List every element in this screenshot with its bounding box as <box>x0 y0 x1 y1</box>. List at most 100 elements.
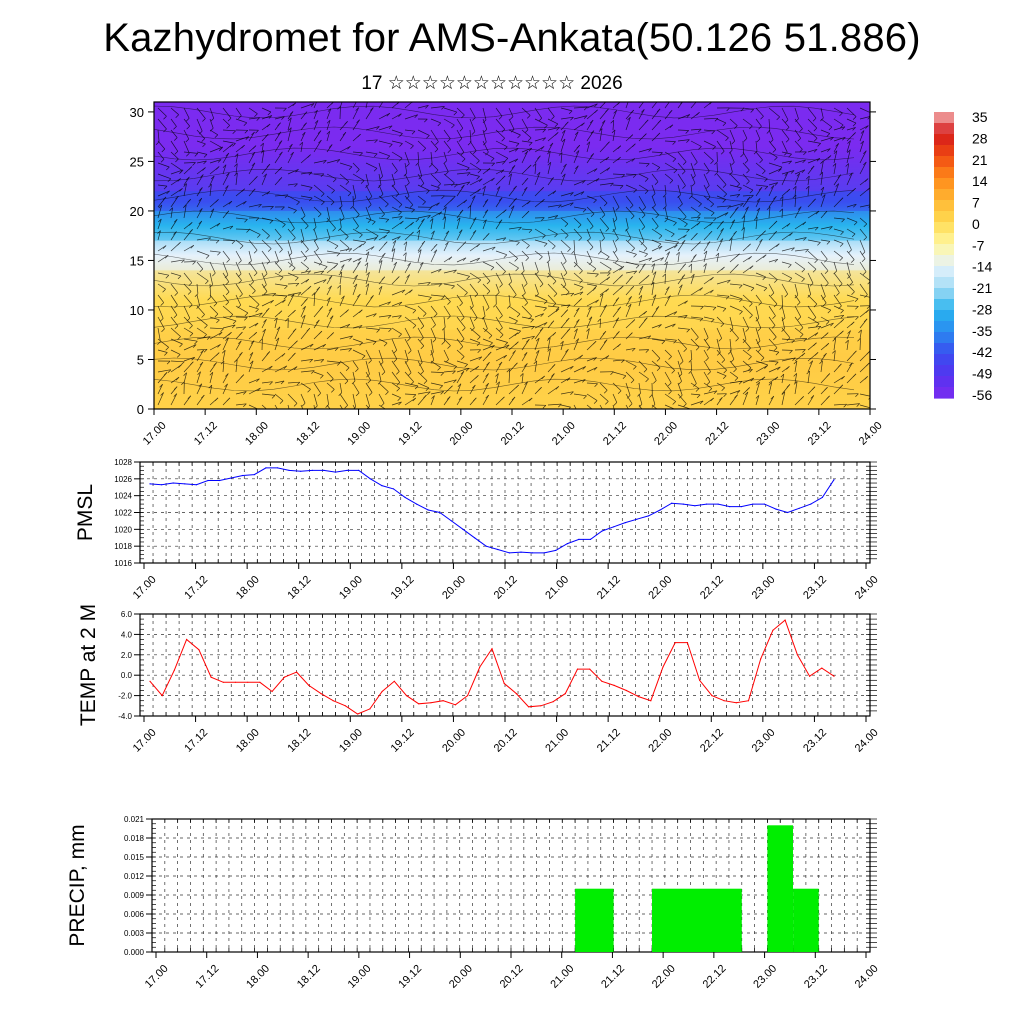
wind-barb-tick <box>862 271 867 276</box>
data-point <box>796 654 799 656</box>
wind-barb <box>690 287 703 296</box>
wind-barb-tick <box>471 131 476 135</box>
wind-barb-tick <box>524 150 528 155</box>
wind-barb <box>196 151 208 155</box>
wind-barb <box>183 204 187 219</box>
wind-barb <box>859 125 869 131</box>
wind-barb <box>365 295 374 307</box>
wind-barb-tick <box>527 200 531 205</box>
wind-barb-tick <box>655 306 660 310</box>
wind-barb-tick <box>717 352 721 356</box>
wind-barb <box>807 239 821 243</box>
wind-barb <box>287 206 297 211</box>
wind-barb-tick <box>810 395 815 399</box>
wind-barb-tick <box>462 327 466 332</box>
wind-barb-tick <box>610 120 614 124</box>
wind-barb <box>482 177 495 186</box>
wind-barb <box>794 118 803 129</box>
wind-barb-tick <box>496 292 500 296</box>
wind-barb-tick <box>243 403 247 408</box>
wind-barb-tick <box>856 403 860 407</box>
wind-barb-tick <box>457 383 462 388</box>
wind-barb-tick <box>733 368 737 373</box>
wind-barb <box>326 315 334 329</box>
wind-barb <box>248 404 259 409</box>
wind-barb <box>560 261 568 274</box>
wind-barb-tick <box>542 405 547 409</box>
wind-barb-tick <box>854 298 859 303</box>
wind-barb <box>768 243 780 252</box>
wind-barb-tick <box>322 279 327 283</box>
wind-barb <box>833 305 844 311</box>
wind-barb <box>820 250 828 260</box>
wind-barb-tick <box>167 178 172 182</box>
wind-barb <box>469 338 481 344</box>
wind-barb-tick <box>320 193 325 197</box>
wind-barb-tick <box>506 368 511 373</box>
x-tick-label: 19.12 <box>389 574 417 602</box>
wind-barb <box>573 250 578 265</box>
wind-barb-tick <box>824 332 829 336</box>
wind-barb <box>612 184 624 186</box>
wind-barb-tick <box>756 198 761 202</box>
wind-barb <box>534 172 541 186</box>
wind-barb <box>300 206 306 216</box>
wind-barb <box>846 403 860 406</box>
wind-barb-tick <box>359 309 363 314</box>
wind-barb-tick <box>613 110 617 114</box>
wind-barb <box>313 261 328 267</box>
wind-barb <box>495 129 505 139</box>
wind-barb-tick <box>666 286 670 290</box>
data-point <box>729 506 731 508</box>
wind-barb <box>495 261 506 272</box>
wind-barb-tick <box>643 133 647 137</box>
wind-barb-tick <box>631 348 636 352</box>
wind-barb-tick <box>865 125 869 129</box>
wind-barb <box>820 136 834 142</box>
wind-barb <box>443 118 455 126</box>
wind-barb-tick <box>764 365 768 369</box>
wind-barb <box>833 350 836 362</box>
wind-barb <box>586 261 597 269</box>
wind-barb <box>560 192 574 197</box>
wind-barb-tick <box>853 350 857 355</box>
series-line <box>149 467 835 554</box>
wind-barb <box>833 118 844 126</box>
wind-barb-tick <box>378 286 383 290</box>
wind-barb <box>222 324 236 329</box>
wind-barb-tick <box>801 352 806 357</box>
wind-barb <box>508 226 522 230</box>
wind-barb-tick <box>504 158 509 162</box>
wind-barb <box>742 173 750 182</box>
wind-barb-tick <box>434 169 439 174</box>
wind-barb-tick <box>627 96 630 99</box>
wind-barb <box>586 306 592 318</box>
wind-barb-tick <box>308 197 313 202</box>
wind-barb <box>443 216 447 230</box>
wind-barb-tick <box>238 260 242 264</box>
wind-barb <box>313 359 324 362</box>
data-point <box>392 488 395 490</box>
wind-barb-tick <box>590 130 595 134</box>
wind-barb-tick <box>586 328 590 332</box>
wind-barb-tick <box>739 311 743 315</box>
wind-barb <box>521 151 529 164</box>
wind-barb <box>391 371 401 383</box>
wind-barb-tick <box>865 309 870 313</box>
wind-barb <box>560 217 569 225</box>
wind-barb <box>690 263 693 274</box>
wind-barb-tick <box>840 330 844 335</box>
wind-barb <box>807 148 818 153</box>
wind-barb-tick <box>860 130 865 134</box>
wind-barb-tick <box>162 245 167 249</box>
wind-barb <box>664 162 677 171</box>
wind-barb <box>599 393 609 402</box>
wind-barb <box>651 228 663 236</box>
wind-barb <box>404 382 419 387</box>
precip-bar <box>793 888 819 952</box>
wind-barb-tick <box>785 127 790 131</box>
wind-barb <box>339 264 345 274</box>
wind-barb-tick <box>407 262 411 267</box>
wind-barb <box>430 391 444 395</box>
wind-barb-tick <box>392 240 397 244</box>
